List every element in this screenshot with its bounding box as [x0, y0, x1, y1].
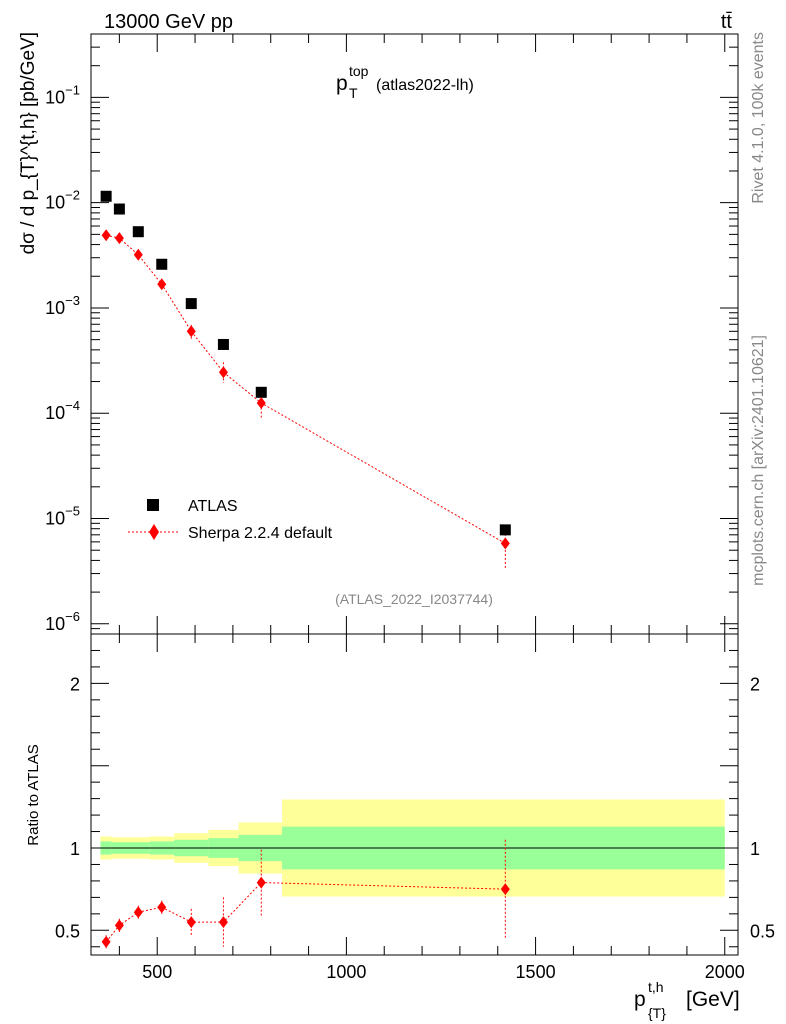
mcplots-label: mcplots.cern.ch [arXiv:2401.10621]: [750, 335, 767, 586]
ratio-panel: 500 1000 1500 2000 0.5 0.5 1 1 2 2: [55, 633, 775, 982]
ratio-x-tick-label: 1500: [516, 962, 556, 982]
x-label-subscript: {T}: [648, 1005, 666, 1021]
ratio-x-tick-label: 500: [142, 962, 172, 982]
sherpa-point: [186, 325, 196, 338]
process-label: tt̄: [721, 11, 733, 33]
legend-marker-atlas: [147, 499, 159, 511]
ratio-sherpa-point: [114, 919, 124, 932]
x-label-superscript: t,h: [648, 979, 664, 995]
ratio-sherpa-point: [101, 935, 111, 948]
atlas-point: [132, 226, 144, 238]
title-suffix: (atlas2022-lh): [376, 77, 474, 94]
legend: ATLAS Sherpa 2.2.4 default: [128, 498, 333, 542]
rivet-label: Rivet 4.1.0, 100k events: [750, 32, 767, 204]
main-panel: 10−1 10−2 10−3 10−4 10−5 10−6: [45, 33, 739, 635]
main-y-tick-label: 10−2: [45, 188, 80, 213]
main-frame: [90, 33, 739, 635]
atlas-point: [499, 524, 511, 536]
title-superscript: top: [349, 63, 369, 79]
sherpa-point: [101, 229, 111, 242]
energy-label: 13000 GeV pp: [104, 11, 233, 33]
atlas-point: [185, 298, 197, 310]
ratio-sherpa-point: [500, 883, 510, 896]
ratio-sherpa-point: [256, 876, 266, 889]
main-y-tick-label: 10−4: [45, 398, 80, 423]
sherpa-point: [157, 278, 167, 291]
title-main: p: [336, 72, 348, 95]
sherpa-line: [106, 234, 506, 544]
ratio-y-tick-label-right: 2: [750, 674, 760, 694]
atlas-point: [255, 386, 267, 398]
ratio-y-tick-label: 2: [70, 674, 80, 694]
ratio-y-axis-label: Ratio to ATLAS: [25, 744, 42, 845]
ratio-x-tick-label: 2000: [705, 962, 745, 982]
ratio-sherpa-point: [218, 916, 228, 929]
sherpa-point: [256, 397, 266, 410]
main-y-tick-label: 10−1: [45, 82, 80, 107]
ratio-y-tick-label: 0.5: [55, 921, 80, 941]
main-y-tick-label: 10−5: [45, 504, 80, 529]
legend-marker-sherpa: [149, 524, 159, 540]
ratio-x-tick-label: 1000: [326, 962, 366, 982]
sherpa-point: [500, 537, 510, 550]
ratio-sherpa-point: [186, 916, 196, 929]
analysis-id: (ATLAS_2022_I2037744): [335, 591, 493, 607]
ratio-y-tick-label: 1: [70, 839, 80, 859]
main-y-tick-label: 10−3: [45, 293, 80, 318]
sherpa-point: [114, 232, 124, 245]
atlas-point: [100, 190, 112, 202]
x-label-main: p: [634, 988, 646, 1011]
ratio-y-tick-label-right: 0.5: [750, 921, 775, 941]
legend-label-sherpa: Sherpa 2.2.4 default: [188, 525, 333, 542]
atlas-point: [156, 258, 168, 270]
x-label-suffix: [GeV]: [686, 988, 740, 1011]
main-y-axis-label: dσ / d p_{T}^{t,h} [pb/GeV]: [18, 32, 39, 254]
atlas-point: [113, 203, 125, 215]
legend-label-atlas: ATLAS: [188, 498, 238, 515]
sherpa-point: [133, 248, 143, 261]
ratio-y-tick-label-right: 1: [750, 839, 760, 859]
ratio-sherpa-point: [133, 906, 143, 919]
main-y-tick-label: 10−6: [45, 609, 80, 634]
ratio-sherpa-line: [105, 882, 506, 943]
ratio-sherpa-point: [157, 901, 167, 914]
sherpa-point: [218, 366, 228, 379]
ratio-frame: [90, 633, 739, 956]
plot-title: p top T (atlas2022-lh): [336, 63, 474, 101]
atlas-point: [217, 338, 229, 350]
title-subscript: T: [349, 85, 358, 101]
x-axis-label: p t,h {T} [GeV]: [634, 979, 740, 1021]
